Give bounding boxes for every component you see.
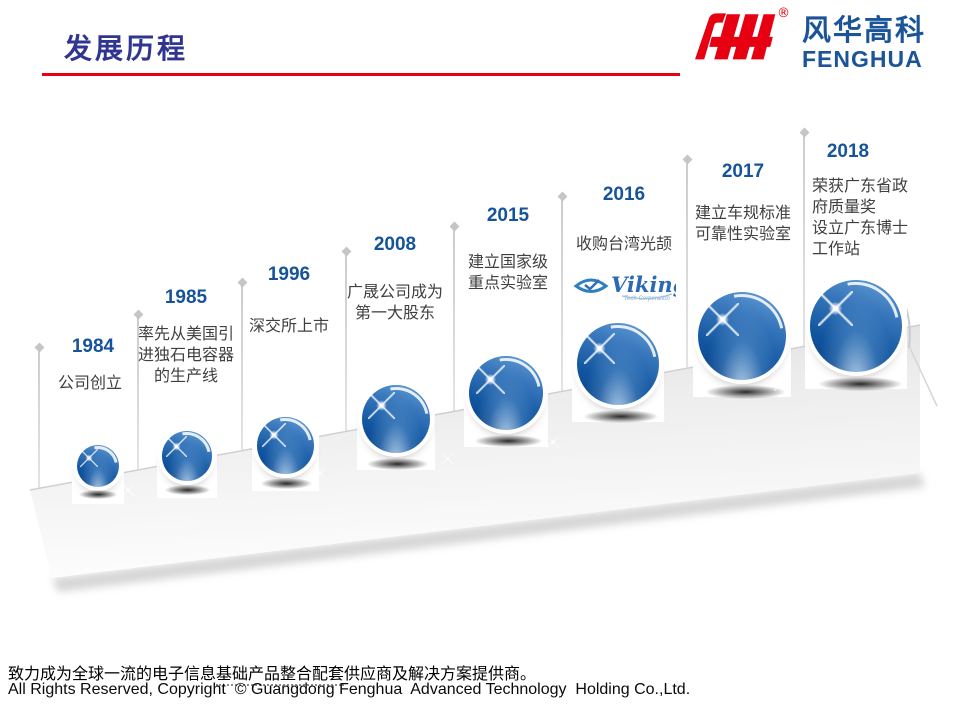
sphere-shadow xyxy=(165,485,210,495)
sphere-shadow xyxy=(79,490,117,499)
milestone-sphere xyxy=(577,323,659,405)
sphere-shadow xyxy=(584,410,658,423)
sphere-card-1984 xyxy=(72,438,124,504)
milestone-desc: 建立车规标准 可靠性实验室 xyxy=(694,205,791,243)
sphere-card-2008 xyxy=(357,378,435,470)
sphere-shadow xyxy=(475,435,542,447)
milestone-sphere xyxy=(698,292,786,380)
milestone-sphere xyxy=(810,280,902,372)
fenghua-logo: ® 风华高科 FENGHUA xyxy=(695,6,945,76)
sparkle-icon xyxy=(818,291,854,327)
sphere-card-1985 xyxy=(157,424,217,498)
sparkle-icon xyxy=(705,302,739,336)
milestone-1985: 1985 xyxy=(116,287,256,309)
sparkle-icon xyxy=(368,392,396,420)
milestone-sphere xyxy=(77,445,119,487)
milestone-2008: 2008 xyxy=(325,234,465,256)
milestone-year: 2018 xyxy=(826,141,870,162)
milestone-2017-desc: 建立车规标准 可靠性实验室 xyxy=(673,203,813,245)
viking-logo: Viking Tech Corporation xyxy=(573,272,676,302)
milestone-year: 2015 xyxy=(486,205,530,226)
sparkle-icon xyxy=(80,449,99,468)
milestone-desc: 广晟公司成为 第一大股东 xyxy=(346,284,443,322)
sphere-card-2018 xyxy=(805,273,907,391)
brand-name-cn: 风华高科 xyxy=(802,13,927,47)
milestone-2018-desc: 荣获广东省政 府质量奖 设立广东博士 工作站 xyxy=(812,176,922,260)
sparkle-icon xyxy=(442,453,453,464)
sphere-shadow xyxy=(819,377,902,391)
timeline-line-2016 xyxy=(561,197,563,392)
timeline-line-1984 xyxy=(38,348,40,488)
sphere-shadow xyxy=(706,385,785,399)
sphere-shadow xyxy=(261,478,312,489)
viking-text: Viking xyxy=(611,272,676,297)
milestone-year: 2017 xyxy=(721,161,765,182)
sphere-shadow xyxy=(367,458,428,470)
timeline-line-2015 xyxy=(453,227,455,412)
milestone-sphere xyxy=(162,431,212,481)
sparkle-icon xyxy=(166,436,187,457)
milestone-sphere xyxy=(362,385,430,453)
milestone-1996: 1996 xyxy=(219,264,359,286)
sparkle-icon xyxy=(475,364,505,394)
brand-name-en: FENGHUA xyxy=(802,46,923,72)
footer-tagline-post: 供应商及解决方案提供商。 xyxy=(344,666,537,683)
timeline-line-2018 xyxy=(803,133,805,346)
decorative-line xyxy=(909,347,938,407)
footer-tagline-dotted: 基础产品整合配套 xyxy=(216,666,345,686)
milestone-desc: 建立国家级 重点实验室 xyxy=(467,254,548,292)
registered-mark: ® xyxy=(777,6,790,21)
sparkle-icon xyxy=(547,436,559,448)
milestone-year: 2016 xyxy=(602,184,646,205)
footer-copyright: All Rights Reserved, Copyright © Guangdo… xyxy=(8,681,691,698)
milestone-2017: 2017 xyxy=(673,161,813,183)
milestone-2016-desc: 收购台湾光颉 xyxy=(554,234,694,255)
fenghua-monogram-icon xyxy=(695,13,776,60)
sphere-card-2015 xyxy=(464,349,548,447)
milestone-2016: 2016 xyxy=(554,184,694,206)
milestone-2015-desc: 建立国家级 重点实验室 xyxy=(438,252,578,294)
timeline-line-2017 xyxy=(686,160,688,368)
milestone-2008-desc: 广晟公司成为 第一大股东 xyxy=(325,282,465,324)
milestone-year: 2008 xyxy=(373,234,417,255)
milestone-sphere xyxy=(257,417,314,474)
page-title: 发展历程 xyxy=(64,32,189,65)
milestone-sphere xyxy=(469,356,543,430)
sparkle-icon xyxy=(584,332,616,364)
sphere-card-2017 xyxy=(693,285,791,399)
brand-name: 风华高科 FENGHUA xyxy=(802,16,926,71)
sphere-card-1996 xyxy=(252,410,319,491)
footer-tagline: 致力成为全球一流的电子信息基础产品整合配套供应商及解决方案提供商。 xyxy=(8,660,537,686)
milestone-desc: 荣获广东省政 府质量奖 设立广东博士 工作站 xyxy=(812,178,909,258)
title-underline xyxy=(42,73,680,76)
milestone-year: 1985 xyxy=(164,287,208,308)
milestone-2015: 2015 xyxy=(438,205,578,227)
sparkle-icon xyxy=(261,422,286,447)
milestone-desc: 收购台湾光颉 xyxy=(575,236,672,253)
milestone-year: 1996 xyxy=(267,264,311,285)
viking-eye-icon xyxy=(573,278,609,293)
sphere-card-2016 xyxy=(572,316,664,423)
milestone-2018: 2018 xyxy=(778,141,918,163)
footer-tagline-pre: 致力成为全球一流的电子信息 xyxy=(8,666,217,683)
